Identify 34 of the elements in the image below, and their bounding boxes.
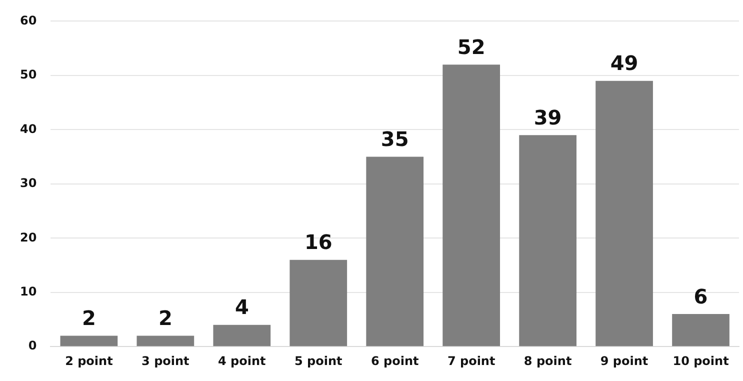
- data-label: 35: [380, 126, 409, 151]
- data-label: 2: [82, 306, 96, 330]
- x-tick-label: 2 point: [65, 354, 114, 368]
- x-tick-label: 8 point: [524, 354, 572, 368]
- data-label: 6: [694, 284, 708, 308]
- bar: [672, 314, 730, 346]
- y-tick-label: 0: [28, 338, 37, 353]
- y-tick-label: 10: [20, 284, 37, 298]
- bar: [136, 336, 194, 346]
- y-tick-label: 20: [20, 230, 37, 244]
- x-tick-label: 7 point: [447, 354, 496, 368]
- y-tick-label: 60: [20, 13, 37, 28]
- x-tick-label: 3 point: [142, 354, 190, 368]
- x-tick-label: 9 point: [600, 354, 648, 368]
- bar: [213, 324, 271, 346]
- data-label: 49: [610, 51, 638, 76]
- bar: [519, 135, 576, 346]
- y-tick-label: 50: [20, 68, 37, 82]
- x-tick-label: 4 point: [218, 354, 266, 368]
- data-label: 4: [234, 295, 249, 320]
- bar: [442, 64, 500, 346]
- bar: [596, 80, 653, 346]
- data-label: 2: [158, 306, 172, 330]
- data-label: 16: [304, 230, 332, 254]
- y-tick-label: 30: [20, 176, 37, 190]
- y-tick-label: 40: [20, 122, 37, 136]
- bar: [60, 336, 118, 346]
- x-tick-label: 6 point: [370, 354, 419, 368]
- x-tick-label: 5 point: [294, 354, 343, 368]
- bar: [366, 156, 424, 346]
- data-label: 39: [534, 105, 562, 130]
- bar: [290, 260, 348, 346]
- x-tick-label: 10 point: [672, 354, 730, 368]
- data-label: 52: [457, 34, 486, 59]
